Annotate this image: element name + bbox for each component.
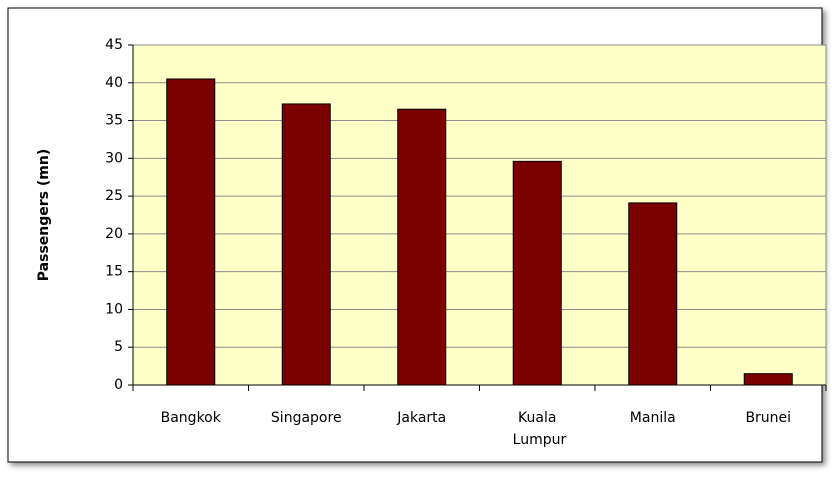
y-tick-label: 35 [105, 113, 123, 129]
bar [512, 160, 562, 386]
bar [743, 373, 793, 386]
plot-area [132, 44, 827, 386]
bar [397, 108, 447, 386]
bar [281, 103, 331, 386]
x-tick-label: Kuala Lumpur [508, 410, 566, 448]
x-tick-label: Singapore [271, 410, 342, 426]
y-tick-label: 40 [105, 75, 123, 91]
x-tick-label: Jakarta [396, 410, 446, 426]
bar [628, 202, 678, 386]
y-tick-label: 20 [105, 226, 123, 242]
x-tick-label: Bangkok [161, 410, 222, 426]
y-tick-label: 30 [105, 150, 123, 166]
y-tick-label: 25 [105, 188, 123, 204]
x-tick-label: Brunei [745, 410, 791, 426]
y-tick-label: 5 [114, 339, 123, 355]
y-axis-label: Passengers (mn) [36, 149, 52, 281]
y-tick-label: 10 [105, 301, 123, 317]
y-tick-label: 45 [105, 37, 123, 53]
x-tick-label: Manila [630, 410, 676, 426]
bar [166, 78, 216, 386]
y-tick-label: 0 [114, 377, 123, 393]
y-tick-label: 15 [105, 264, 123, 280]
